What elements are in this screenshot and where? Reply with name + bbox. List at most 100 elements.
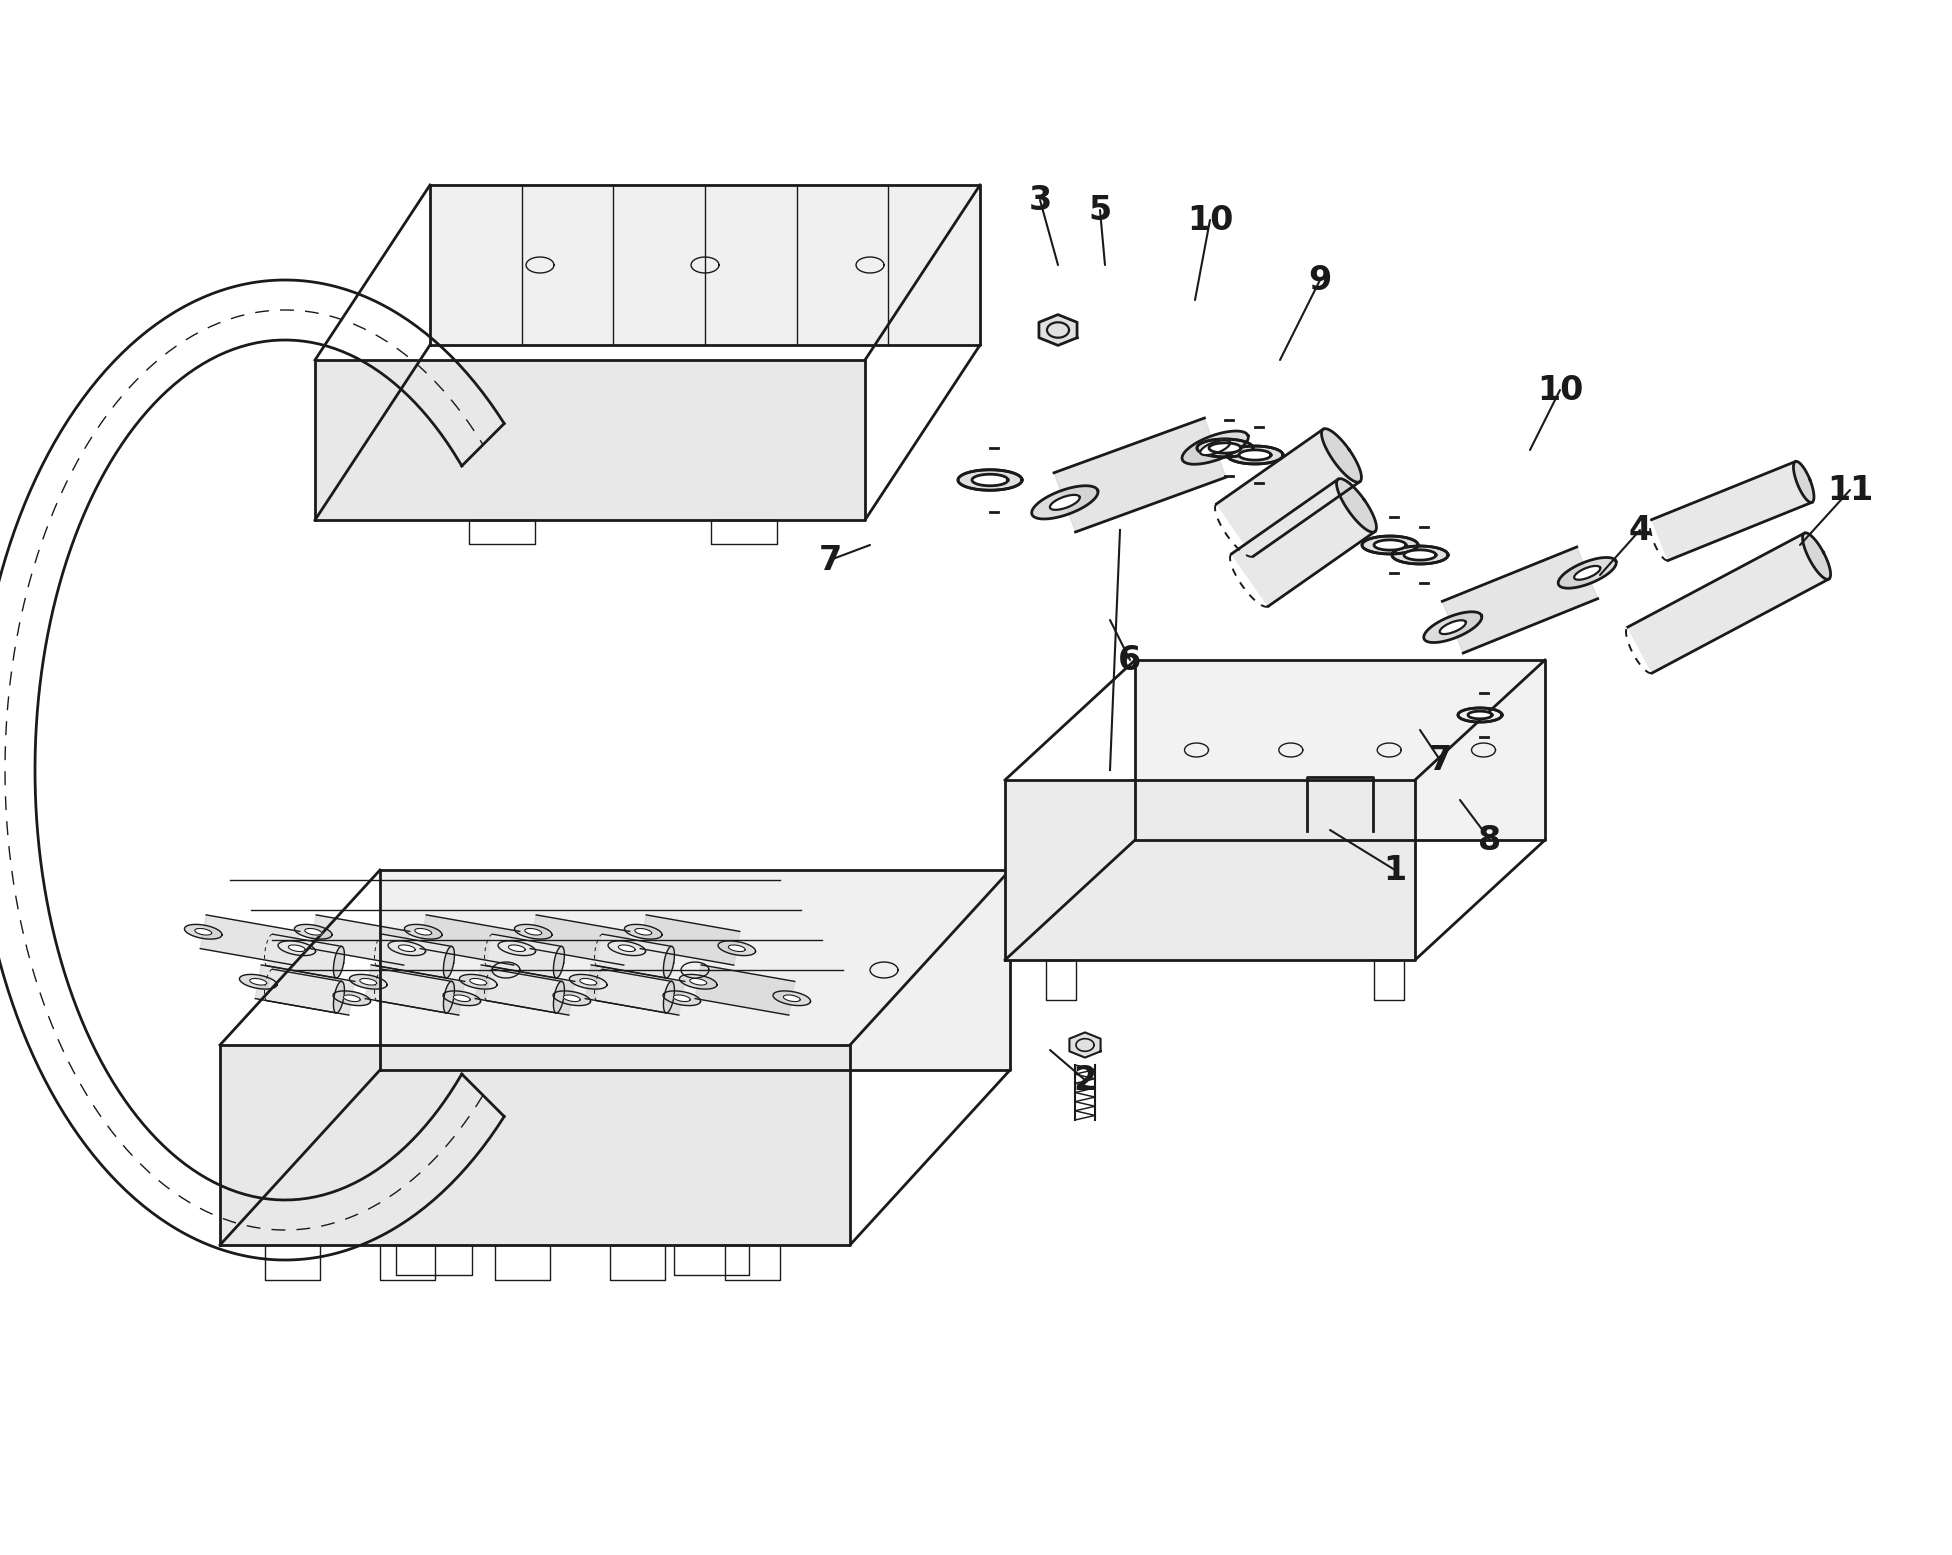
Text: 3: 3	[1029, 183, 1052, 216]
Polygon shape	[388, 941, 426, 956]
Polygon shape	[1228, 446, 1282, 463]
Polygon shape	[185, 924, 223, 939]
Polygon shape	[488, 969, 562, 1012]
Polygon shape	[619, 945, 634, 952]
Text: 8: 8	[1478, 824, 1501, 857]
Text: 2: 2	[1074, 1064, 1097, 1096]
Polygon shape	[459, 975, 498, 989]
Polygon shape	[1628, 533, 1829, 673]
Polygon shape	[1197, 439, 1253, 457]
Polygon shape	[240, 975, 277, 989]
Polygon shape	[664, 947, 675, 978]
Polygon shape	[718, 941, 755, 956]
Text: 7: 7	[818, 544, 841, 577]
Polygon shape	[488, 935, 562, 978]
Polygon shape	[314, 361, 865, 519]
Polygon shape	[377, 969, 451, 1012]
Polygon shape	[564, 995, 580, 1001]
Polygon shape	[429, 185, 980, 345]
Polygon shape	[1322, 429, 1361, 482]
Polygon shape	[349, 975, 386, 989]
Polygon shape	[597, 969, 671, 1012]
Text: 9: 9	[1308, 263, 1331, 297]
Polygon shape	[689, 978, 707, 984]
Text: 10: 10	[1187, 204, 1234, 236]
Polygon shape	[554, 947, 564, 978]
Polygon shape	[958, 470, 1023, 490]
Text: 4: 4	[1628, 513, 1651, 546]
Polygon shape	[256, 966, 355, 1015]
Polygon shape	[1208, 443, 1241, 453]
Polygon shape	[508, 945, 525, 952]
Polygon shape	[1423, 611, 1482, 642]
Polygon shape	[1651, 462, 1811, 560]
Text: 10: 10	[1536, 373, 1583, 406]
Polygon shape	[250, 978, 267, 984]
Polygon shape	[783, 995, 800, 1001]
Polygon shape	[1403, 550, 1437, 560]
Polygon shape	[334, 947, 344, 978]
Polygon shape	[305, 928, 322, 935]
Polygon shape	[420, 914, 519, 966]
Polygon shape	[470, 978, 486, 984]
Polygon shape	[398, 945, 416, 952]
Polygon shape	[1200, 440, 1230, 456]
Polygon shape	[1038, 314, 1078, 345]
Polygon shape	[554, 981, 564, 1012]
Polygon shape	[1443, 547, 1597, 653]
Polygon shape	[334, 991, 371, 1006]
Polygon shape	[1337, 479, 1376, 532]
Polygon shape	[453, 995, 470, 1001]
Text: 5: 5	[1089, 193, 1111, 227]
Text: 11: 11	[1827, 474, 1874, 507]
Polygon shape	[1374, 540, 1405, 550]
Polygon shape	[414, 928, 431, 935]
Polygon shape	[295, 924, 332, 939]
Polygon shape	[570, 975, 607, 989]
Polygon shape	[679, 975, 716, 989]
Polygon shape	[1802, 533, 1831, 580]
Polygon shape	[201, 914, 301, 966]
Polygon shape	[1458, 708, 1501, 722]
Polygon shape	[344, 995, 361, 1001]
Polygon shape	[1033, 485, 1097, 519]
Polygon shape	[1468, 711, 1491, 718]
Polygon shape	[607, 941, 646, 956]
Polygon shape	[664, 991, 701, 1006]
Polygon shape	[580, 978, 597, 984]
Polygon shape	[1392, 546, 1448, 564]
Polygon shape	[195, 928, 211, 935]
Text: 6: 6	[1118, 644, 1142, 676]
Polygon shape	[515, 924, 552, 939]
Polygon shape	[1573, 566, 1601, 580]
Text: 7: 7	[1429, 743, 1452, 776]
Polygon shape	[474, 966, 574, 1015]
Polygon shape	[310, 914, 410, 966]
Polygon shape	[773, 991, 810, 1006]
Polygon shape	[1054, 418, 1226, 532]
Polygon shape	[972, 474, 1007, 485]
Polygon shape	[498, 941, 535, 956]
Polygon shape	[597, 935, 671, 978]
Polygon shape	[673, 995, 691, 1001]
Polygon shape	[1240, 449, 1271, 460]
Polygon shape	[221, 1045, 849, 1246]
Polygon shape	[1362, 536, 1417, 554]
Polygon shape	[289, 945, 305, 952]
Polygon shape	[334, 981, 344, 1012]
Polygon shape	[1794, 462, 1813, 502]
Polygon shape	[640, 914, 740, 966]
Text: 1: 1	[1384, 854, 1407, 886]
Polygon shape	[443, 981, 455, 1012]
Polygon shape	[267, 935, 342, 978]
Polygon shape	[664, 981, 675, 1012]
Polygon shape	[381, 869, 1009, 1070]
Polygon shape	[1070, 1033, 1101, 1057]
Polygon shape	[1232, 479, 1374, 606]
Polygon shape	[377, 935, 451, 978]
Polygon shape	[404, 924, 441, 939]
Polygon shape	[695, 966, 794, 1015]
Polygon shape	[552, 991, 591, 1006]
Polygon shape	[1183, 431, 1249, 465]
Polygon shape	[365, 966, 465, 1015]
